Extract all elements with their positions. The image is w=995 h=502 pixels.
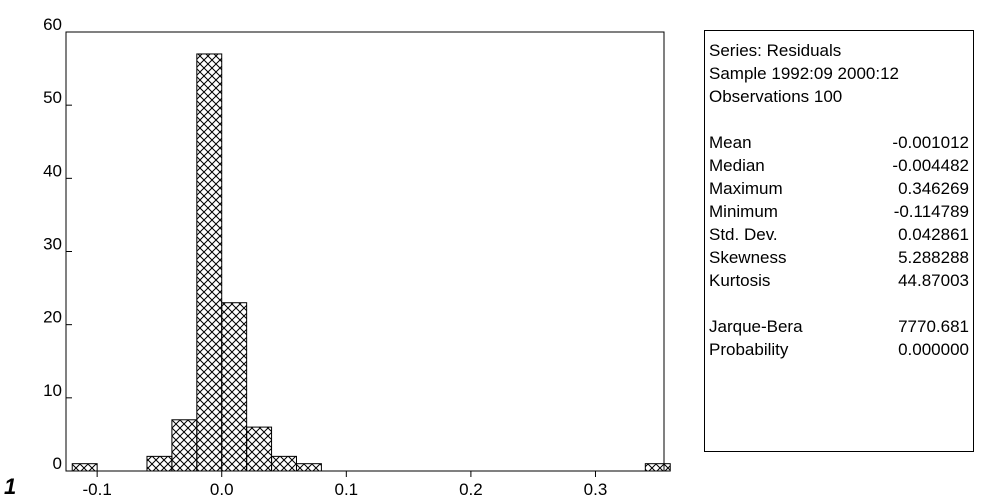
x-tick-label: 0.3 — [584, 480, 608, 499]
corner-label: 1 — [4, 474, 17, 499]
stat-value: -0.114789 — [893, 202, 969, 221]
stat-value: -0.004482 — [892, 156, 969, 175]
descriptive-statistics-box: Series: Residuals Sample 1992:09 2000:12… — [704, 30, 974, 452]
stat-label: Skewness — [709, 248, 787, 267]
sample-range: Sample 1992:09 2000:12 — [709, 64, 899, 83]
y-tick-label: 10 — [43, 381, 62, 400]
histogram-bar — [196, 53, 223, 472]
stat-label: Kurtosis — [709, 271, 771, 290]
stat-row-maximum: Maximum 0.346269 — [709, 177, 969, 200]
stat-label: Maximum — [709, 179, 783, 198]
y-tick-label: 40 — [43, 161, 62, 180]
stat-row-kurtosis: Kurtosis 44.87003 — [709, 269, 969, 292]
stat-row-probability: Probability 0.000000 — [709, 338, 969, 361]
stat-value: 0.042861 — [898, 225, 969, 244]
stat-row-jarque-bera: Jarque-Bera 7770.681 — [709, 315, 969, 338]
series-name: Series: Residuals — [709, 41, 842, 60]
stat-label: Std. Dev. — [709, 225, 778, 244]
stat-row-median: Median -0.004482 — [709, 154, 969, 177]
stat-value: 44.87003 — [898, 271, 969, 290]
plot-frame — [65, 31, 665, 472]
stat-row-skewness: Skewness 5.288288 — [709, 246, 969, 269]
stat-row-mean: Mean -0.001012 — [709, 131, 969, 154]
moment-statistics: Mean -0.001012 Median -0.004482 Maximum 0.346… — [709, 131, 969, 292]
y-tick-label: 0 — [53, 454, 62, 473]
observations-count: Observations 100 — [709, 87, 843, 106]
stat-value: 0.346269 — [898, 179, 969, 198]
normality-test-statistics: Jarque-Bera 7770.681 Probability 0.000000 — [709, 315, 969, 361]
x-tick-label: 0.0 — [210, 480, 234, 499]
histogram-bar — [146, 455, 173, 472]
histogram-bar — [271, 455, 297, 472]
histogram-bar — [246, 426, 273, 472]
y-tick-label: 20 — [43, 308, 62, 327]
y-tick-label: 60 — [43, 15, 62, 34]
stat-row-std-dev: Std. Dev. 0.042861 — [709, 223, 969, 246]
histogram-bar — [71, 463, 98, 472]
stat-label: Mean — [709, 133, 752, 152]
stat-value: -0.001012 — [892, 133, 969, 152]
x-tick-label: 0.2 — [459, 480, 483, 499]
histogram-bar — [221, 302, 248, 472]
stat-label: Probability — [709, 340, 789, 359]
histogram-bars — [71, 53, 671, 472]
stat-value: 0.000000 — [898, 340, 969, 359]
y-tick-label: 30 — [43, 235, 62, 254]
histogram-bar — [644, 463, 671, 472]
histogram-chart: 0 10 20 30 40 50 60 -0.1 0.0 0.1 0.2 0.3 — [43, 15, 671, 499]
x-tick-label: -0.1 — [82, 480, 111, 499]
x-axis: -0.1 0.0 0.1 0.2 0.3 — [82, 471, 607, 499]
y-axis: 0 10 20 30 40 50 60 — [43, 15, 72, 473]
y-tick-label: 50 — [43, 88, 62, 107]
stat-label: Jarque-Bera — [709, 317, 803, 336]
stat-label: Median — [709, 156, 765, 175]
stat-value: 7770.681 — [898, 317, 969, 336]
stat-label: Minimum — [709, 202, 778, 221]
x-tick-label: 0.1 — [334, 480, 358, 499]
stat-row-minimum: Minimum -0.114789 — [709, 200, 969, 223]
histogram-bar — [295, 463, 322, 472]
stat-value: 5.288288 — [898, 248, 969, 267]
histogram-bar — [171, 419, 198, 472]
